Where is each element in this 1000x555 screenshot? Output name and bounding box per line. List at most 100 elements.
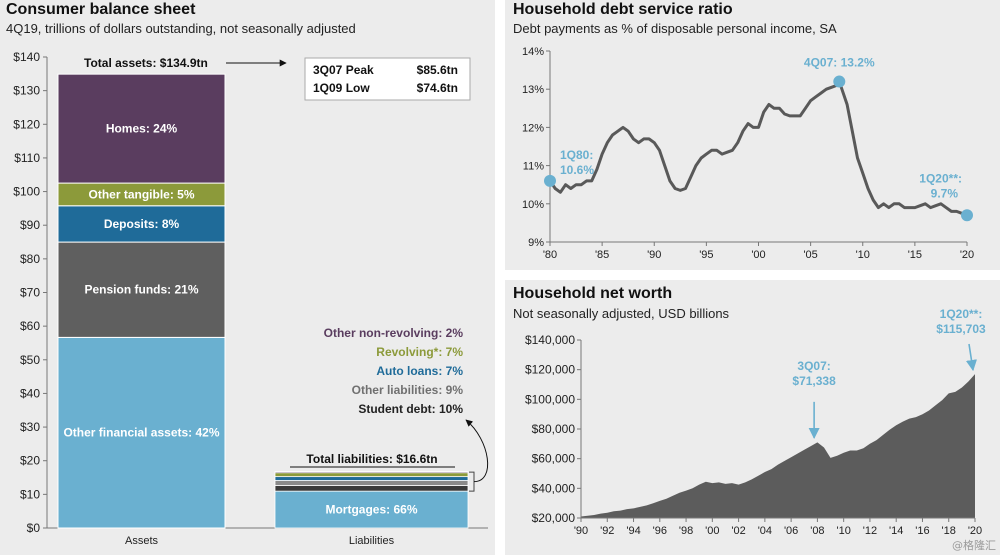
x-tick-label: '98 (679, 525, 693, 537)
annotation-value: $115,703 (936, 322, 986, 336)
annotation-label: 4Q07: 13.2% (804, 56, 875, 70)
x-tick-label: '15 (908, 249, 922, 261)
peak-box-label: 1Q09 Low (313, 81, 370, 95)
x-tick-label: '95 (699, 249, 713, 261)
total-assets-label: Total assets: $134.9tn (84, 56, 208, 70)
liabilities-bar-segment (274, 485, 469, 492)
assets-segment-label: Homes: 24% (106, 122, 178, 136)
y-tick-label: $40,000 (532, 481, 576, 495)
total-liabilities-label: Total liabilities: $16.6tn (306, 452, 437, 466)
liabilities-legend-item: Other non-revolving: 2% (324, 326, 464, 340)
x-category-label: Liabilities (349, 535, 395, 547)
y-tick-label: 14% (522, 46, 544, 58)
liabilities-legend-item: Other liabilities: 9% (352, 383, 464, 397)
liabilities-segment-label: Mortgages: 66% (325, 503, 417, 517)
y-tick-label: 11% (523, 161, 544, 173)
annotation-value: 9.7% (931, 186, 959, 200)
assets-bar-segment (57, 205, 226, 243)
x-tick-label: '94 (626, 525, 640, 537)
annotation-arrow (965, 343, 978, 372)
x-tick-label: '10 (856, 249, 870, 261)
net-worth-title: Household net worth (513, 285, 673, 302)
y-tick-label: $90 (20, 218, 40, 232)
liabilities-bar-segment (274, 480, 469, 486)
x-tick-label: '92 (600, 525, 614, 537)
annotation-marker (544, 174, 556, 187)
watermark: @格隆汇 (952, 539, 996, 552)
y-tick-label: $120 (13, 117, 40, 131)
debt-service-chart: 9% 10% 11% 12% 13% 14% '80 '85 '90 '95 '00 '05 '10 '1… (522, 46, 974, 261)
y-tick-label: $110 (14, 151, 40, 165)
liabilities-bracket (469, 471, 475, 492)
x-tick-label: '00 (751, 249, 765, 261)
y-tick-label: 10% (522, 199, 544, 211)
net-worth-subtitle: Not seasonally adjusted, USD billions (513, 306, 730, 321)
assets-bar-segment (57, 73, 226, 184)
annotation-label: 1Q20**: (940, 307, 983, 321)
x-tick-label: '08 (810, 525, 824, 537)
x-category-label: Assets (125, 535, 159, 547)
peak-box-value: $74.6tn (417, 81, 458, 95)
annotation-marker (961, 209, 973, 222)
x-tick-label: '12 (863, 525, 877, 537)
assets-segment-label: Pension funds: 21% (84, 283, 198, 297)
x-tick-label: '20 (968, 525, 982, 537)
y-tick-label: 9% (528, 237, 544, 249)
net-worth-chart: $20,000 $40,000 $60,000 $80,000 $100,000 $120… (525, 307, 986, 537)
x-tick-label: '05 (803, 249, 817, 261)
x-tick-label: '80 (543, 249, 557, 261)
y-tick-label: $120,000 (525, 363, 575, 377)
peak-box-value: $85.6tn (417, 63, 458, 77)
x-tick-label: '90 (574, 525, 588, 537)
y-tick-label: $10 (20, 487, 40, 501)
annotation-label: 1Q80: (560, 148, 593, 162)
annotation-label: 1Q20**: (919, 171, 962, 185)
assets-segment-label: Deposits: 8% (104, 217, 180, 231)
y-tick-label: $60 (20, 319, 40, 333)
y-tick-label: 12% (522, 122, 544, 134)
x-tick-label: '14 (889, 525, 903, 537)
x-tick-label: '85 (595, 249, 609, 261)
net-worth-panel: Household net worth Not seasonally adjus… (505, 280, 1000, 555)
liabilities-callout-arrow (465, 419, 489, 483)
x-tick-label: '20 (960, 249, 974, 261)
liabilities-bar-segment (274, 476, 469, 481)
y-tick-label: $20,000 (532, 511, 576, 525)
balance-sheet-panel: Consumer balance sheet 4Q19, trillions o… (0, 0, 495, 555)
x-tick-label: '00 (705, 525, 719, 537)
y-tick-label: 13% (522, 84, 544, 96)
x-tick-label: '18 (942, 525, 956, 537)
peak-low-box (304, 57, 471, 101)
debt-service-title: Household debt service ratio (513, 1, 733, 18)
y-tick-label: $70 (20, 286, 40, 300)
assets-segment-label: Other financial assets: 42% (63, 426, 219, 440)
annotation-marker (833, 75, 846, 88)
annotation-value: 10.6% (560, 163, 594, 177)
x-tick-label: '16 (915, 525, 929, 537)
net-worth-area (581, 374, 975, 518)
y-tick-label: $80,000 (532, 422, 576, 436)
x-tick-label: '96 (653, 525, 667, 537)
y-tick-label: $40 (20, 386, 40, 400)
x-tick-label: '04 (758, 525, 772, 537)
x-tick-label: '90 (647, 249, 661, 261)
balance-sheet-title: Consumer balance sheet (6, 1, 196, 18)
assets-segment-label: Other tangible: 5% (88, 187, 194, 201)
liabilities-legend-item: Revolving*: 7% (376, 345, 463, 359)
balance-sheet-chart: $0 $10 $20 $30 $40 $50 $60 $70 $80 $90 $100 $110 $12… (13, 50, 489, 547)
y-tick-label: $0 (27, 521, 41, 535)
y-tick-label: $60,000 (532, 452, 576, 466)
balance-sheet-subtitle: 4Q19, trillions of dollars outstanding, … (6, 21, 356, 36)
liabilities-bar-segment (274, 490, 469, 529)
y-tick-label: $130 (13, 84, 40, 98)
y-tick-label: $50 (20, 353, 40, 367)
debt-service-subtitle: Debt payments as % of disposable persona… (513, 21, 837, 36)
assets-bar-segment (57, 336, 226, 529)
y-tick-label: $140,000 (525, 333, 575, 347)
liabilities-bar-segment (274, 471, 469, 474)
liabilities-bar-segment (274, 472, 469, 478)
peak-box-label: 3Q07 Peak (313, 63, 374, 77)
x-tick-label: '06 (784, 525, 798, 537)
liabilities-legend-item: Auto loans: 7% (376, 364, 463, 378)
y-tick-label: $100,000 (525, 392, 575, 406)
